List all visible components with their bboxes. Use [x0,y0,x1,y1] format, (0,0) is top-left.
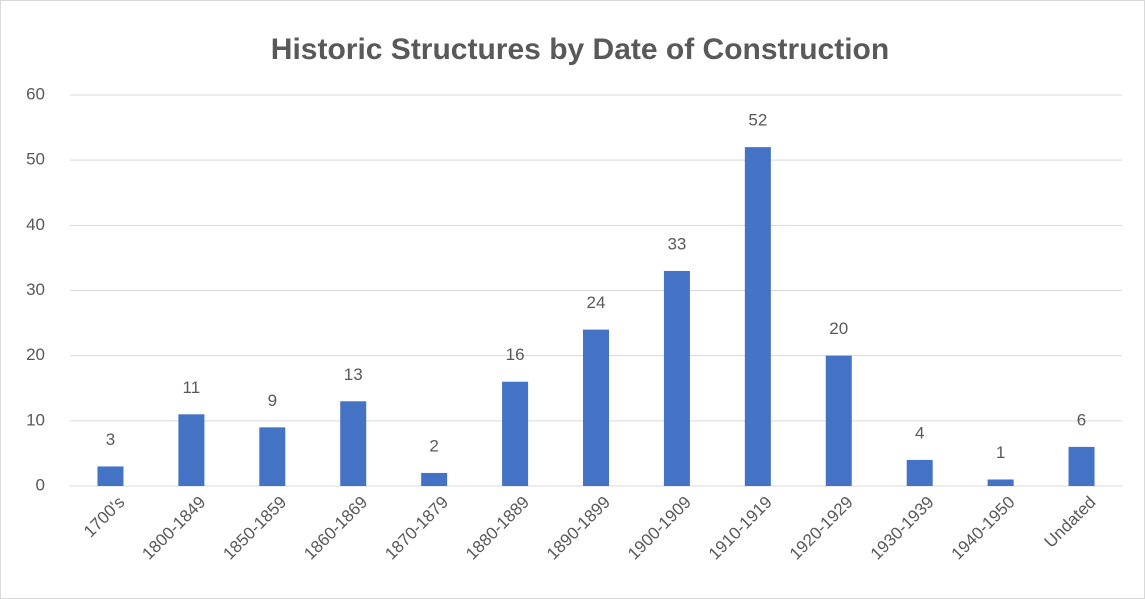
y-tick-label: 30 [26,280,45,299]
y-tick-label: 50 [26,150,45,169]
data-label: 24 [587,293,606,312]
chart-title: Historic Structures by Date of Construct… [271,33,889,66]
bar [825,355,852,486]
bar [421,472,448,486]
bar [906,459,933,486]
data-label: 16 [506,345,525,364]
data-label: 3 [106,430,115,449]
bar [744,147,771,486]
bar [259,427,286,486]
data-label: 6 [1077,410,1086,429]
data-label: 20 [829,319,848,338]
data-label: 1 [996,443,1005,462]
bar [97,466,124,486]
bar [340,401,367,486]
data-label: 11 [183,378,201,397]
data-label: 9 [268,391,277,410]
bar [502,381,529,486]
data-label: 33 [667,234,686,253]
y-tick-label: 10 [26,410,45,429]
data-label: 2 [429,436,438,455]
y-tick-label: 0 [36,475,45,494]
bar [1068,446,1095,486]
bar [583,329,609,486]
y-tick-label: 40 [26,215,45,234]
y-tick-label: 20 [26,345,45,364]
bar [663,270,690,486]
data-label: 4 [915,423,924,442]
data-label: 13 [344,365,363,384]
y-tick-label: 60 [26,84,45,103]
bar [178,414,205,486]
data-label: 52 [748,111,767,130]
bar [987,479,1014,486]
